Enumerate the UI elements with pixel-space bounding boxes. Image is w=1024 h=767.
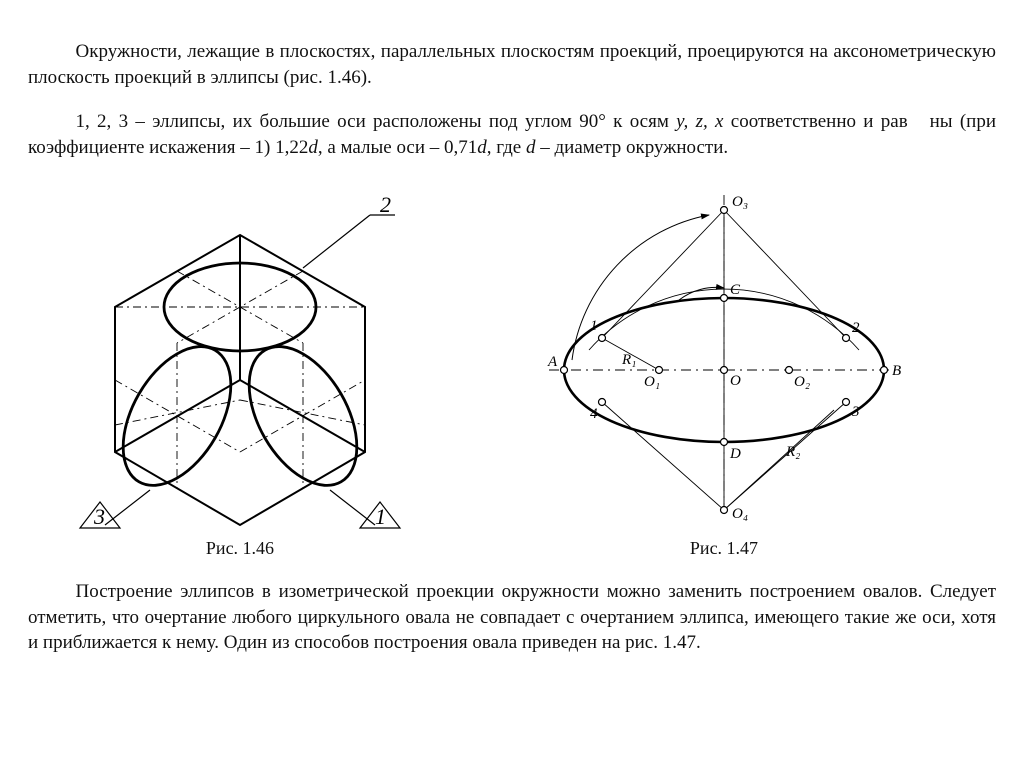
p2-part-a: 1, 2, 3 – эллипсы, их большие оси распол… xyxy=(76,111,677,132)
paragraph-3: Построение эллипсов в изометрической про… xyxy=(28,579,996,656)
p2-d2: d xyxy=(477,137,487,158)
fig146-label-3: 3 xyxy=(93,504,105,529)
figure-1-47-caption: Рис. 1.47 xyxy=(494,536,954,560)
paragraph-1: Окружности, лежащие в плоскостях, паралл… xyxy=(28,39,996,90)
lbl-A: A xyxy=(547,354,558,370)
lbl-O: O xyxy=(730,373,741,389)
lbl-4: 4 xyxy=(590,406,598,422)
p2-part-c: , а малые оси – 0,71 xyxy=(318,137,477,158)
lbl-O3: O₃ xyxy=(732,194,748,210)
lbl-1: 1 xyxy=(590,318,598,334)
lbl-3: 3 xyxy=(851,404,860,420)
p2-d1: d xyxy=(308,137,318,158)
paragraph-2: 1, 2, 3 – эллипсы, их большие оси распол… xyxy=(28,109,996,160)
lbl-R2: R₂ xyxy=(785,444,800,460)
figures-row: 2 1 3 Рис. 1.46 xyxy=(28,180,996,560)
lbl-B: B xyxy=(892,363,901,379)
lbl-O1: O₁ xyxy=(644,374,660,390)
figure-1-46-svg: 2 1 3 xyxy=(70,190,410,530)
lbl-O4: O₄ xyxy=(732,506,748,522)
figure-1-46: 2 1 3 Рис. 1.46 xyxy=(70,190,410,560)
fig146-label-1: 1 xyxy=(375,504,386,529)
fig146-label-2: 2 xyxy=(380,192,391,217)
figure-1-46-caption: Рис. 1.46 xyxy=(70,536,410,560)
lbl-2: 2 xyxy=(852,320,860,336)
figure-1-47: O₃ O₄ O O₁ O₂ A B C D 1 2 3 4 R₁ R₂ Рис.… xyxy=(494,180,954,560)
p2-part-e: , где xyxy=(487,137,526,158)
p2-axes: y, z, x xyxy=(676,111,723,132)
lbl-O2: O₂ xyxy=(794,374,810,390)
lbl-R1: R₁ xyxy=(621,352,636,368)
lbl-D: D xyxy=(729,446,741,462)
figure-1-47-svg: O₃ O₄ O O₁ O₂ A B C D 1 2 3 4 R₁ R₂ xyxy=(494,180,954,530)
lbl-C: C xyxy=(730,282,741,298)
p2-part-f: – диаметр окружности. xyxy=(535,137,728,158)
